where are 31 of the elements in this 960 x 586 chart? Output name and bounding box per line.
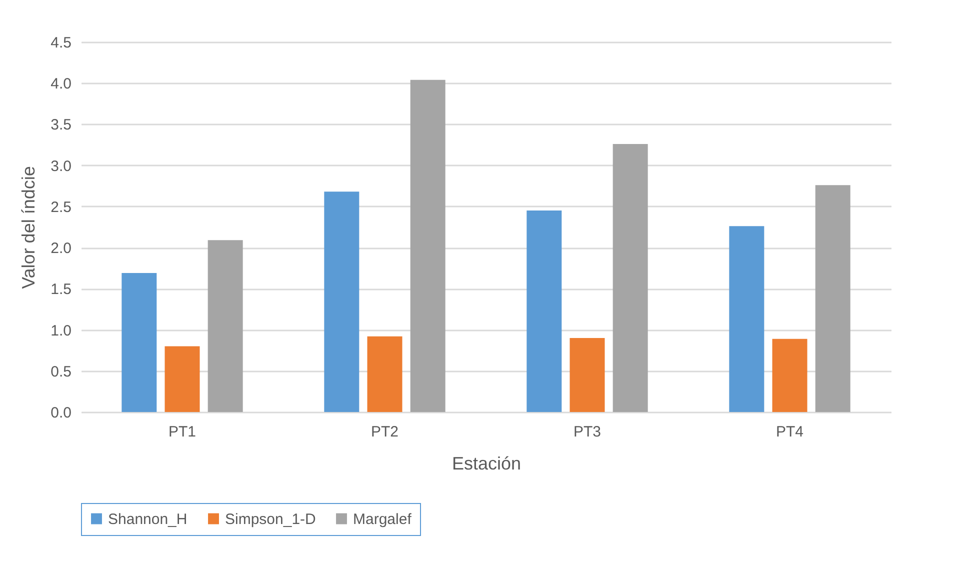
y-tick-label: 3.5 <box>50 116 72 134</box>
y-tick-label: 0.0 <box>50 404 72 422</box>
y-tick-label: 3.0 <box>50 158 72 175</box>
y-tick-label: 2.5 <box>50 198 72 216</box>
bar <box>164 346 200 412</box>
y-tick-label: 2.0 <box>50 240 72 258</box>
x-tick-label: PT4 <box>776 424 804 440</box>
y-tick-label: 1.0 <box>50 322 72 340</box>
bar <box>729 226 764 412</box>
y-tick-label: 4.5 <box>50 34 72 52</box>
x-axis-title: Estación <box>452 454 522 474</box>
bar <box>324 192 360 412</box>
bar <box>122 273 157 412</box>
bar <box>570 338 605 412</box>
bar <box>612 144 648 412</box>
x-tick-label: PT2 <box>370 424 399 440</box>
bar <box>208 240 243 412</box>
x-tick-label: PT3 <box>573 424 602 440</box>
y-tick-label: 0.5 <box>50 363 72 380</box>
legend-label: Shannon_H <box>108 510 188 528</box>
legend-label: Margalef <box>353 510 412 528</box>
bar <box>526 210 562 412</box>
bar <box>410 80 446 412</box>
y-tick-label: 4.0 <box>50 76 72 93</box>
bar <box>815 185 850 412</box>
y-tick-label: 1.5 <box>50 281 72 298</box>
bar <box>367 336 402 412</box>
x-tick-label: PT1 <box>168 424 196 440</box>
bar <box>772 338 808 412</box>
legend-label: Simpson_1-D <box>225 510 316 528</box>
y-axis-title: Valor del índcie <box>18 166 39 289</box>
